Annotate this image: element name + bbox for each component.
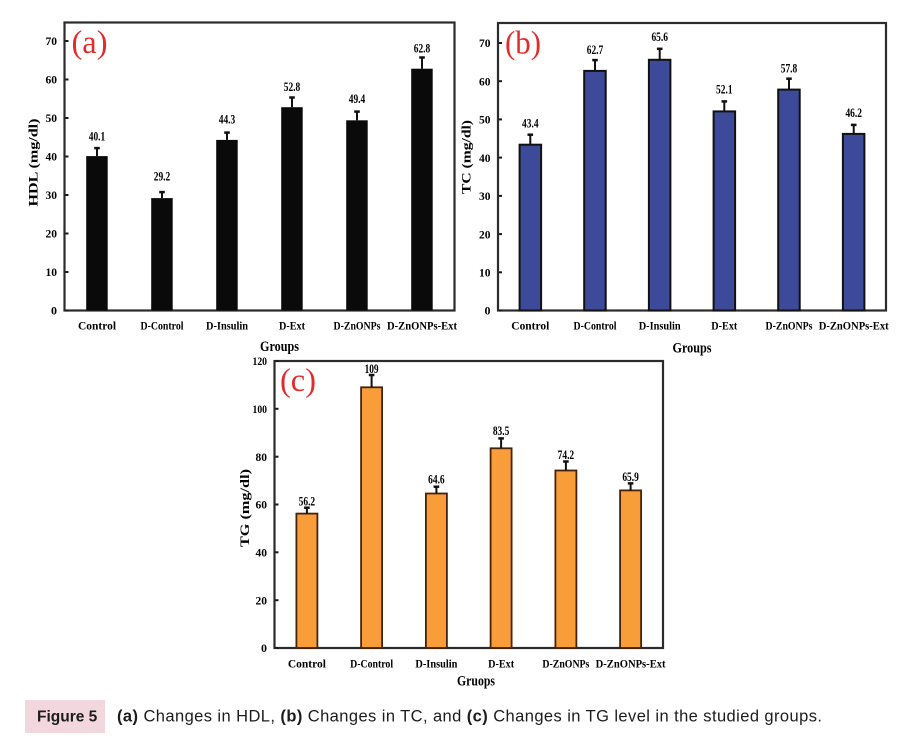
- svg-text:D-ZnONPs-Ext: D-ZnONPs-Ext: [387, 319, 457, 333]
- svg-text:20: 20: [479, 227, 491, 241]
- svg-text:44.3: 44.3: [219, 113, 236, 127]
- svg-text:10: 10: [479, 266, 491, 280]
- svg-text:43.4: 43.4: [522, 117, 539, 131]
- svg-text:60: 60: [479, 74, 491, 88]
- svg-text:Control: Control: [511, 319, 550, 333]
- svg-text:Groups: Groups: [673, 341, 712, 357]
- svg-text:HDL (mg/dl): HDL (mg/dl): [27, 119, 41, 207]
- svg-text:20: 20: [256, 593, 268, 607]
- svg-text:70: 70: [46, 34, 58, 48]
- svg-text:0: 0: [261, 641, 267, 655]
- svg-text:Control: Control: [78, 319, 117, 333]
- svg-text:D-ZnONPs: D-ZnONPs: [334, 319, 381, 333]
- svg-text:0: 0: [485, 304, 491, 318]
- svg-text:D-Control: D-Control: [574, 319, 618, 333]
- svg-text:100: 100: [253, 402, 268, 416]
- svg-text:30: 30: [46, 188, 58, 202]
- svg-text:52.8: 52.8: [284, 80, 301, 94]
- svg-text:(c): (c): [280, 363, 316, 399]
- svg-text:40: 40: [46, 150, 58, 164]
- svg-text:50: 50: [46, 111, 58, 125]
- svg-text:D-Insulin: D-Insulin: [639, 319, 681, 333]
- svg-text:40: 40: [256, 546, 268, 560]
- svg-text:29.2: 29.2: [154, 170, 171, 184]
- svg-text:52.1: 52.1: [716, 83, 733, 97]
- svg-text:TG (mg/dl): TG (mg/dl): [238, 469, 252, 547]
- svg-text:60: 60: [46, 73, 58, 87]
- svg-text:(a): (a): [72, 25, 108, 61]
- svg-text:62.7: 62.7: [587, 43, 604, 57]
- svg-text:D-ZnONPs: D-ZnONPs: [542, 657, 589, 671]
- svg-text:D-Ext: D-Ext: [279, 319, 305, 333]
- svg-text:64.6: 64.6: [428, 472, 445, 486]
- svg-text:74.2: 74.2: [558, 448, 575, 462]
- svg-text:10: 10: [46, 265, 58, 279]
- svg-text:20: 20: [46, 227, 58, 241]
- svg-text:D-ZnONPs-Ext: D-ZnONPs-Ext: [819, 319, 889, 333]
- svg-text:D-ZnONPs: D-ZnONPs: [766, 319, 813, 333]
- svg-text:65.9: 65.9: [622, 470, 639, 484]
- svg-text:60: 60: [256, 498, 268, 512]
- svg-text:83.5: 83.5: [493, 424, 510, 438]
- svg-text:65.6: 65.6: [651, 30, 668, 44]
- svg-text:Gruops: Gruops: [457, 674, 495, 690]
- svg-text:D-Insulin: D-Insulin: [415, 657, 457, 671]
- svg-text:57.8: 57.8: [781, 62, 798, 76]
- svg-text:Groups: Groups: [260, 339, 299, 355]
- svg-text:49.4: 49.4: [349, 92, 366, 106]
- svg-text:120: 120: [253, 354, 268, 368]
- svg-text:0: 0: [51, 304, 57, 318]
- svg-text:(b): (b): [505, 26, 541, 62]
- svg-text:Control: Control: [288, 657, 327, 671]
- svg-text:109: 109: [365, 362, 379, 376]
- svg-text:50: 50: [479, 113, 491, 127]
- svg-text:62.8: 62.8: [414, 42, 431, 56]
- svg-text:Figure 5: Figure 5: [37, 709, 98, 726]
- svg-text:40.1: 40.1: [89, 130, 106, 144]
- svg-text:TC (mg/dl): TC (mg/dl): [460, 120, 474, 194]
- svg-text:D-ZnONPs-Ext: D-ZnONPs-Ext: [596, 657, 666, 671]
- svg-text:(a) Changes in HDL, (b) Change: (a) Changes in HDL, (b) Changes in TC, a…: [117, 708, 822, 726]
- svg-text:D-Control: D-Control: [141, 319, 185, 333]
- svg-text:40: 40: [479, 151, 491, 165]
- svg-text:80: 80: [256, 450, 268, 464]
- svg-text:46.2: 46.2: [845, 106, 862, 120]
- svg-text:D-Insulin: D-Insulin: [206, 319, 248, 333]
- svg-text:56.2: 56.2: [299, 494, 316, 508]
- svg-text:70: 70: [479, 36, 491, 50]
- svg-text:D-Control: D-Control: [350, 657, 394, 671]
- svg-text:D-Ext: D-Ext: [488, 657, 514, 671]
- svg-text:30: 30: [479, 189, 491, 203]
- svg-text:D-Ext: D-Ext: [711, 319, 737, 333]
